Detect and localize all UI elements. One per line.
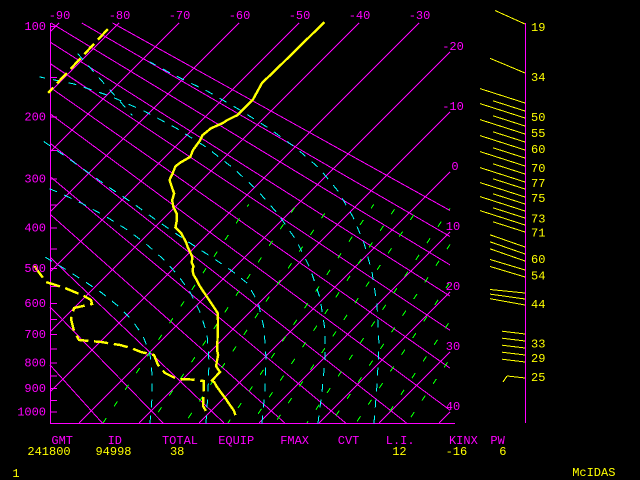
svg-text:30: 30 xyxy=(446,340,460,354)
svg-text:38: 38 xyxy=(170,445,184,459)
svg-text:55: 55 xyxy=(531,127,545,141)
svg-text:6: 6 xyxy=(499,445,506,459)
svg-text:300: 300 xyxy=(24,173,46,187)
svg-text:900: 900 xyxy=(24,382,46,396)
svg-text:60: 60 xyxy=(531,143,545,157)
svg-text:40: 40 xyxy=(446,400,460,414)
svg-text:94998: 94998 xyxy=(95,445,131,459)
svg-text:-90: -90 xyxy=(49,9,71,23)
svg-text:-40: -40 xyxy=(349,9,371,23)
svg-text:400: 400 xyxy=(24,221,46,235)
svg-text:29: 29 xyxy=(531,352,545,366)
svg-text:0: 0 xyxy=(451,160,458,174)
svg-text:600: 600 xyxy=(24,297,46,311)
svg-text:241800: 241800 xyxy=(27,445,70,459)
svg-text:54: 54 xyxy=(531,270,545,284)
svg-text:12: 12 xyxy=(392,445,406,459)
svg-text:73: 73 xyxy=(531,213,545,227)
svg-text:200: 200 xyxy=(24,111,46,125)
svg-text:KINX: KINX xyxy=(449,434,478,448)
svg-text:-20: -20 xyxy=(442,40,464,54)
svg-text:71: 71 xyxy=(531,227,545,241)
svg-text:GMT: GMT xyxy=(51,434,73,448)
svg-text:L.I.: L.I. xyxy=(386,434,415,448)
svg-text:TOTAL: TOTAL xyxy=(162,434,198,448)
svg-text:100: 100 xyxy=(24,20,46,34)
svg-text:-10: -10 xyxy=(442,100,464,114)
svg-text:-70: -70 xyxy=(169,9,191,23)
svg-text:44: 44 xyxy=(531,298,545,312)
svg-text:FMAX: FMAX xyxy=(280,434,309,448)
svg-text:50: 50 xyxy=(531,111,545,125)
svg-text:1000: 1000 xyxy=(17,406,46,420)
svg-text:-16: -16 xyxy=(446,445,468,459)
svg-text:McIDAS: McIDAS xyxy=(572,466,615,480)
svg-text:-30: -30 xyxy=(409,9,431,23)
svg-text:10: 10 xyxy=(446,220,460,234)
svg-text:70: 70 xyxy=(531,162,545,176)
svg-text:19: 19 xyxy=(531,21,545,35)
svg-text:60: 60 xyxy=(531,253,545,267)
svg-text:700: 700 xyxy=(24,328,46,342)
svg-text:CVT: CVT xyxy=(338,434,360,448)
svg-text:-50: -50 xyxy=(289,9,311,23)
svg-text:800: 800 xyxy=(24,356,46,370)
svg-text:34: 34 xyxy=(531,71,545,85)
svg-text:75: 75 xyxy=(531,192,545,206)
svg-text:20: 20 xyxy=(446,280,460,294)
svg-text:-60: -60 xyxy=(229,9,251,23)
svg-text:500: 500 xyxy=(24,262,46,276)
svg-text:25: 25 xyxy=(531,371,545,385)
svg-text:PW: PW xyxy=(490,434,505,448)
svg-text:ID: ID xyxy=(108,434,122,448)
svg-text:77: 77 xyxy=(531,177,545,191)
svg-text:1: 1 xyxy=(12,467,19,480)
svg-text:-80: -80 xyxy=(109,9,131,23)
svg-text:33: 33 xyxy=(531,338,545,352)
svg-text:EQUIP: EQUIP xyxy=(218,434,254,448)
